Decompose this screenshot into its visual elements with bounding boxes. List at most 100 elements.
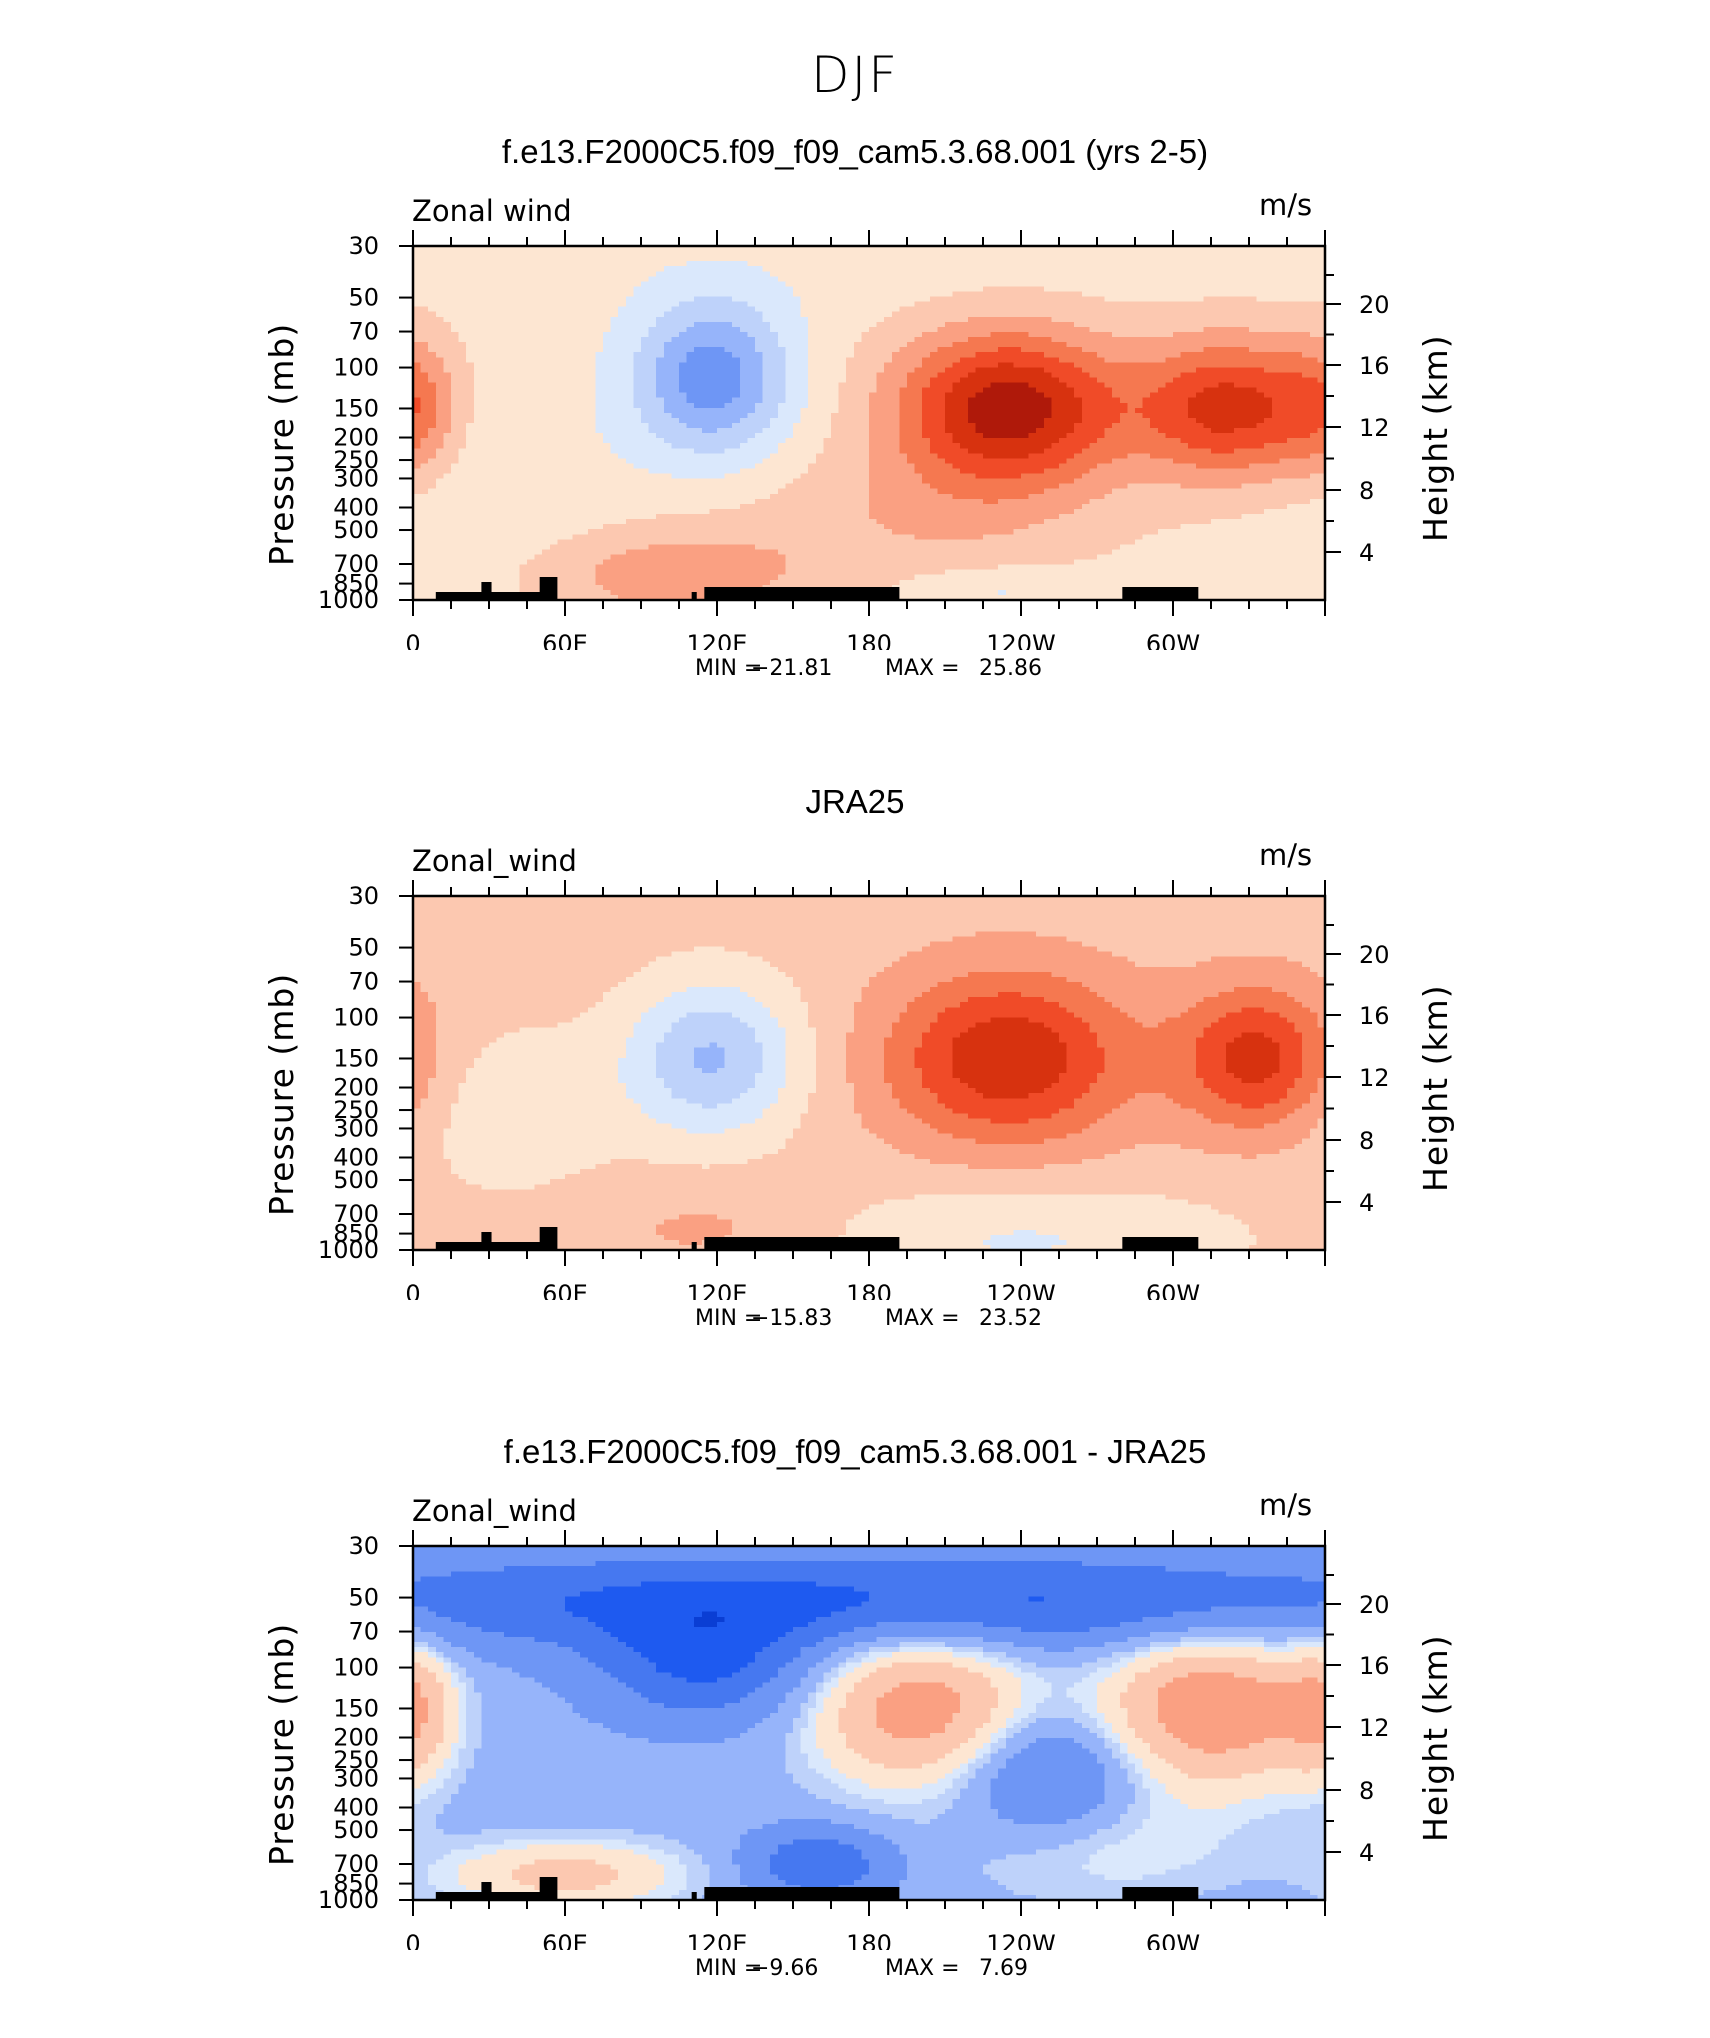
field-cell [1112, 266, 1121, 272]
field-cell [625, 377, 634, 384]
field-cell [884, 256, 893, 262]
field-cell [1294, 377, 1303, 384]
field-cell [755, 428, 764, 434]
field-cell [1005, 266, 1014, 272]
field-cell [785, 423, 794, 429]
field-cell [1302, 321, 1311, 328]
field-cell [861, 256, 870, 262]
field-cell [777, 337, 786, 343]
field-cell [1302, 261, 1311, 267]
field-cell [777, 291, 786, 298]
field-cell [603, 331, 612, 338]
field-cell [838, 251, 847, 257]
field-cell [1256, 382, 1265, 389]
field-cell [572, 362, 581, 368]
field-cell [1180, 407, 1189, 414]
field-cell [1165, 301, 1174, 308]
field-cell [1226, 286, 1235, 293]
field-cell [724, 286, 733, 293]
field-cell [694, 321, 703, 328]
field-cell [1081, 301, 1090, 308]
field-cell [1066, 266, 1075, 272]
field-cell [922, 423, 931, 429]
field-cell [1150, 448, 1159, 454]
field-cell [534, 367, 543, 374]
field-cell [1104, 387, 1113, 394]
field-cell [755, 402, 764, 409]
field-cell [1218, 392, 1227, 399]
field-cell [1249, 367, 1258, 374]
field-cell [876, 397, 885, 404]
field-cell [1036, 331, 1045, 338]
field-cell [1104, 392, 1113, 399]
field-cell [1203, 296, 1212, 303]
field-cell [641, 453, 650, 459]
field-cell [511, 407, 520, 414]
field-cell [990, 326, 999, 333]
field-cell [709, 448, 718, 454]
field-cell [1157, 261, 1166, 267]
field-cell [534, 377, 543, 384]
field-cell [420, 306, 429, 313]
field-cell [610, 438, 619, 444]
field-cell [1028, 311, 1037, 318]
field-cell [587, 271, 596, 277]
field-cell [815, 367, 824, 374]
field-cell [1005, 428, 1014, 434]
field-cell [732, 392, 741, 399]
field-cell [709, 306, 718, 313]
field-cell [891, 367, 900, 374]
field-cell [1165, 347, 1174, 353]
field-cell [1302, 357, 1311, 363]
field-cell [481, 357, 490, 363]
field-cell [1005, 342, 1014, 348]
field-cell [1309, 296, 1318, 303]
field-cell [1211, 443, 1220, 449]
field-cell [1287, 266, 1296, 272]
field-cell [762, 256, 771, 262]
field-cell [1271, 337, 1280, 343]
field-cell [1028, 443, 1037, 449]
field-cell [1028, 256, 1037, 262]
field-cell [587, 433, 596, 439]
field-cell [534, 291, 543, 298]
field-cell [808, 261, 817, 267]
field-cell [800, 407, 809, 414]
field-cell [724, 296, 733, 303]
field-cell [618, 331, 627, 338]
field-cell [1180, 331, 1189, 338]
field-cell [1135, 276, 1144, 282]
field-cell [755, 281, 764, 288]
field-cell [1135, 266, 1144, 272]
field-cell [1028, 276, 1037, 282]
field-cell [747, 382, 756, 389]
field-cell [686, 251, 695, 257]
field-cell [709, 251, 718, 257]
field-cell [603, 316, 612, 323]
field-cell [914, 337, 923, 343]
field-cell [793, 387, 802, 394]
field-cell [1104, 271, 1113, 277]
field-cell [1081, 337, 1090, 343]
field-cell [998, 251, 1007, 257]
field-cell [785, 402, 794, 409]
field-cell [534, 301, 543, 308]
field-cell [420, 352, 429, 358]
field-cell [420, 342, 429, 348]
field-cell [899, 321, 908, 328]
field-cell [838, 402, 847, 409]
field-cell [1119, 306, 1128, 313]
field-cell [481, 382, 490, 389]
field-cell [899, 367, 908, 374]
field-cell [831, 271, 840, 277]
field-cell [1271, 326, 1280, 333]
field-cell [527, 407, 536, 414]
field-cell [762, 291, 771, 298]
field-cell [1233, 438, 1242, 444]
field-cell [952, 448, 961, 454]
field-cell [641, 367, 650, 374]
field-cell [1287, 296, 1296, 303]
field-cell [519, 428, 528, 434]
field-cell [1226, 377, 1235, 384]
field-cell [504, 417, 513, 424]
